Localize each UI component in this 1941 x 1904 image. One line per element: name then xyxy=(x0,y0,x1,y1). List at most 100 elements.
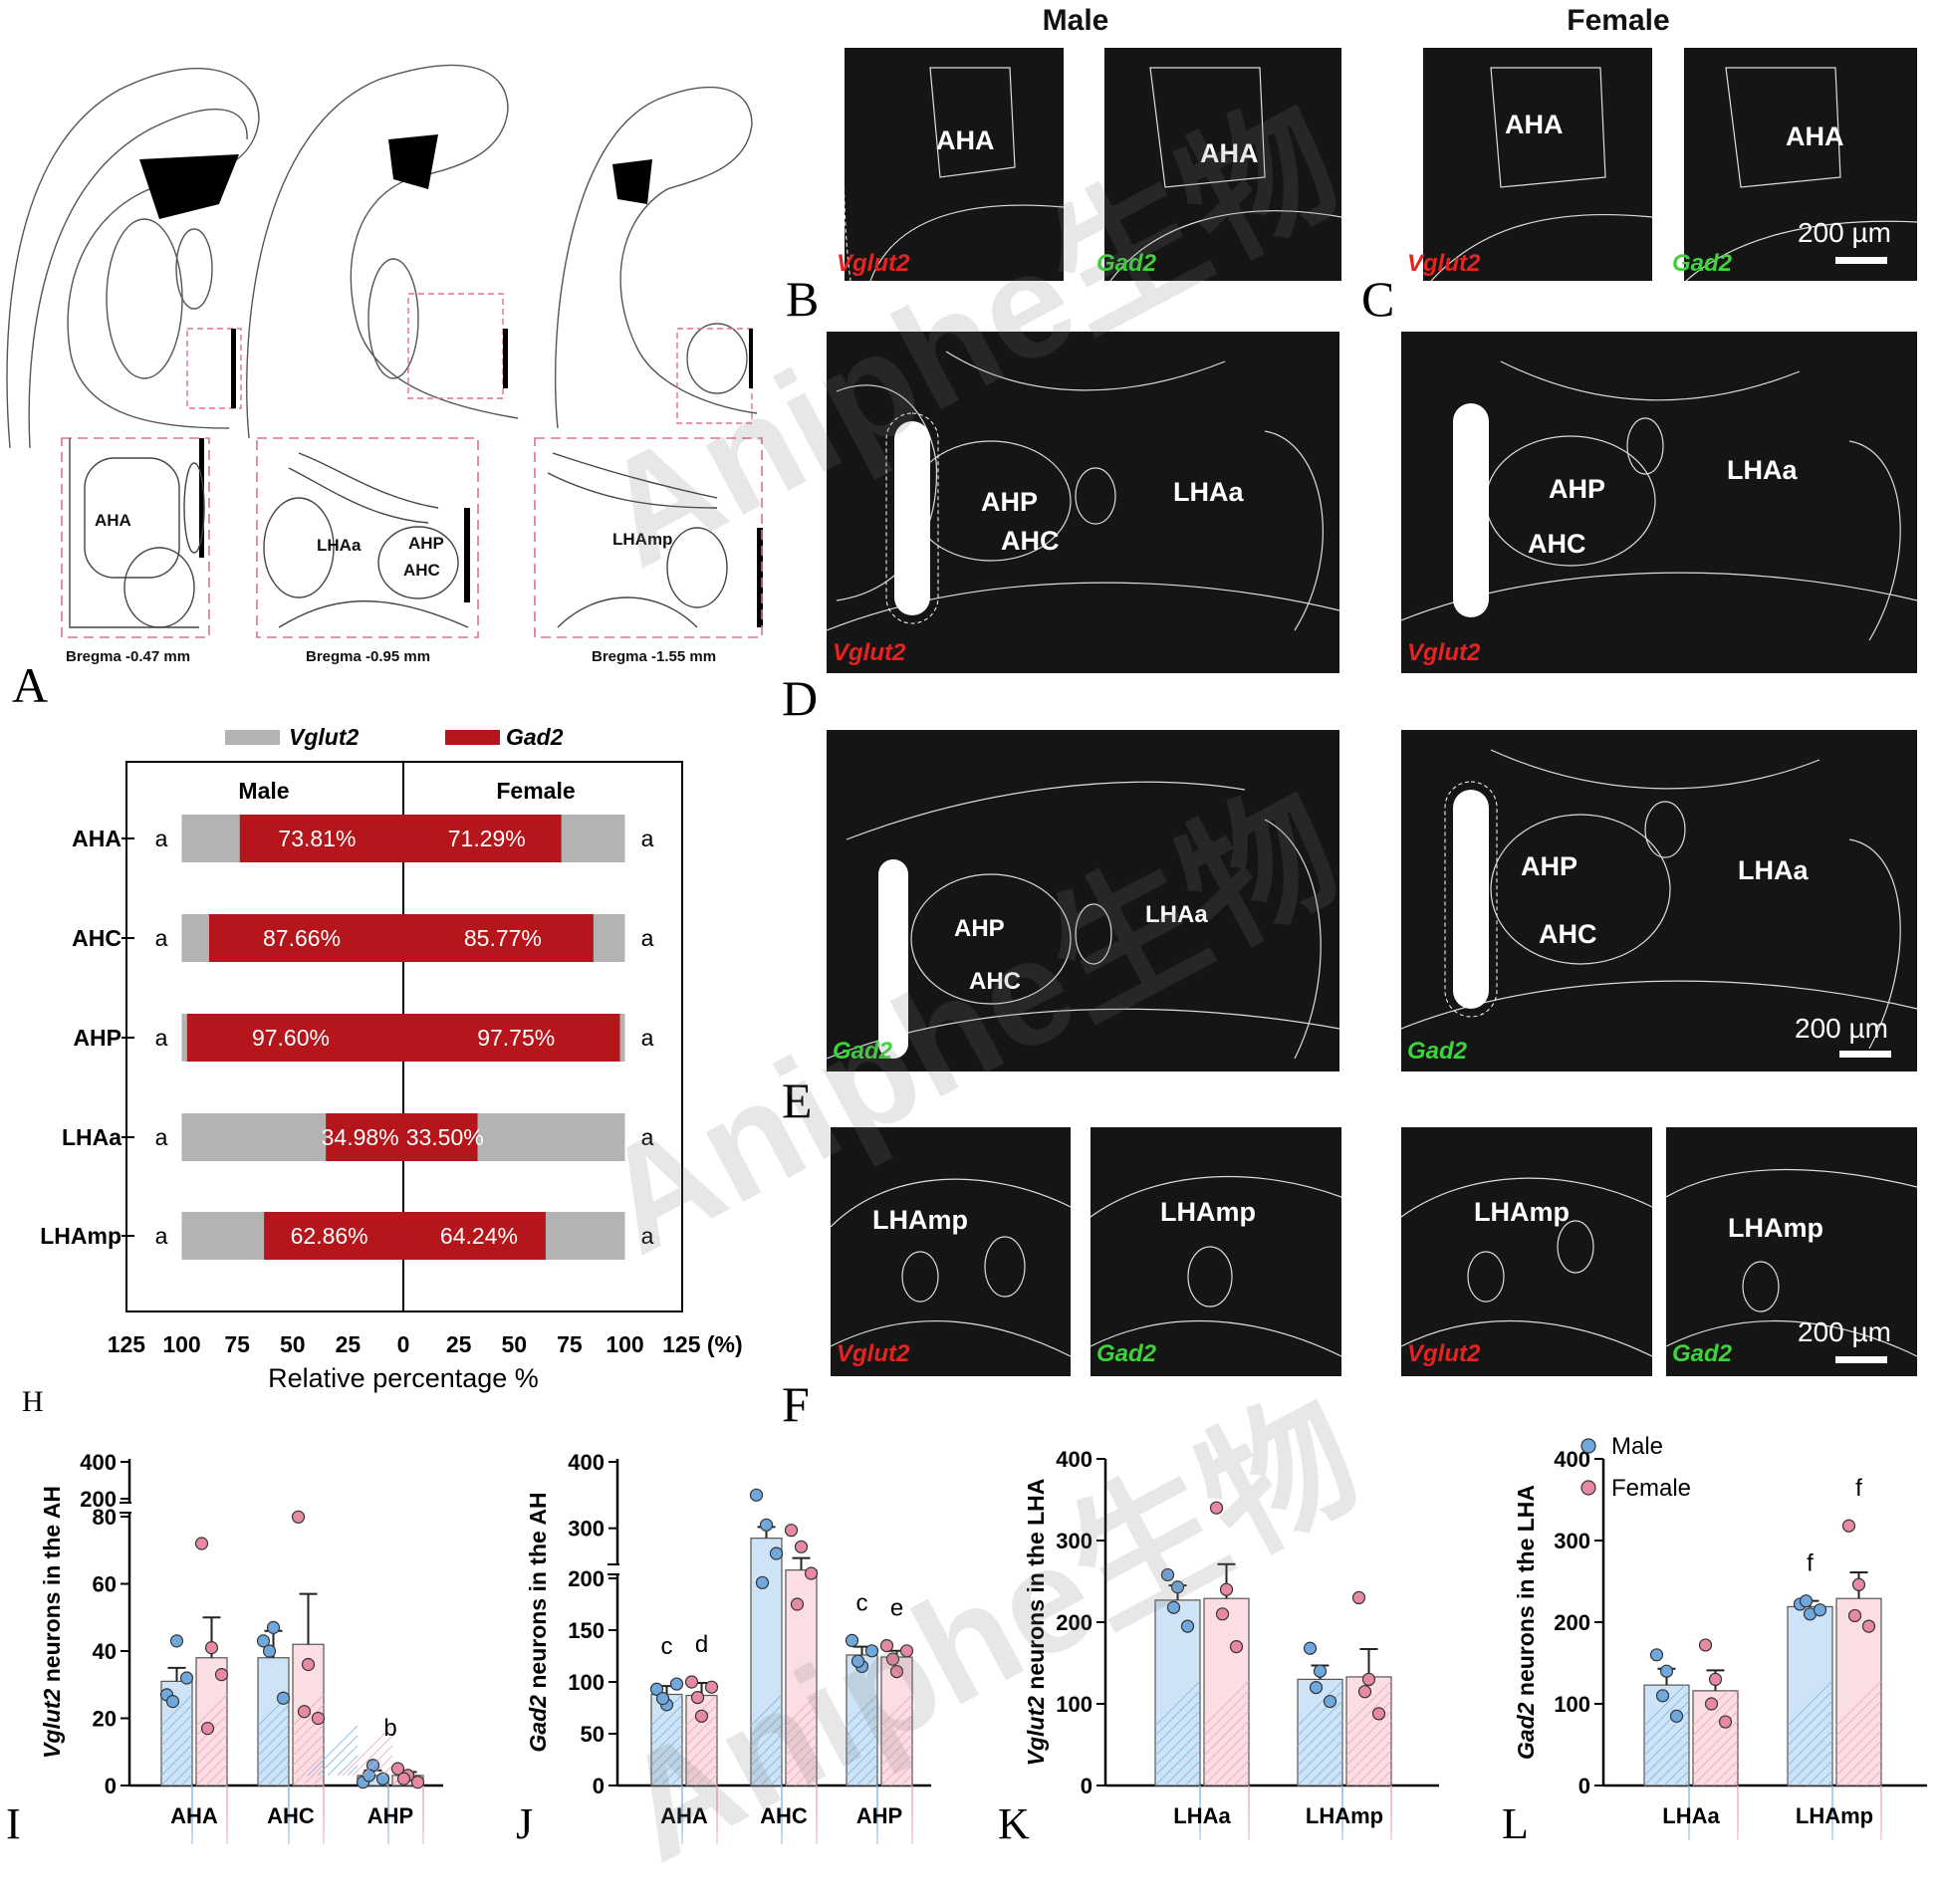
data-point-male xyxy=(1315,1665,1327,1677)
atlas-label-lhaa: LHAa xyxy=(317,536,361,556)
data-point-female xyxy=(786,1525,798,1537)
y-tick-label: 0 xyxy=(105,1774,117,1798)
data-label-male: 34.98% xyxy=(322,1124,399,1150)
y-tick-label: 0 xyxy=(1081,1774,1092,1798)
significance-letter: e xyxy=(890,1595,903,1622)
data-point-female xyxy=(796,1541,808,1552)
gene-vglut2-label: Vglut2 xyxy=(833,641,905,665)
significance-letter: c xyxy=(661,1633,673,1660)
region-aha: AHA xyxy=(1505,112,1564,138)
data-point-female xyxy=(806,1567,818,1579)
data-point-male xyxy=(1651,1649,1663,1661)
data-point-male xyxy=(181,1672,193,1684)
gene-vglut2-label: Vglut2 xyxy=(1407,252,1480,276)
y-tick-label: 200 xyxy=(1554,1610,1590,1635)
gene-vglut2-label: Vglut2 xyxy=(1407,641,1480,665)
data-point-female xyxy=(706,1681,718,1693)
data-point-male xyxy=(657,1693,669,1705)
data-point-female xyxy=(1853,1578,1865,1590)
y-tick-label: 400 xyxy=(568,1450,605,1475)
significance-letter-right: a xyxy=(641,826,654,851)
data-point-female xyxy=(692,1692,704,1704)
data-label-female: 97.75% xyxy=(477,1025,555,1051)
category-label: AHC xyxy=(72,925,121,951)
y-tick-label: 40 xyxy=(93,1639,117,1664)
data-label-female: 64.24% xyxy=(440,1223,518,1249)
x-tick-label: 125 (%) xyxy=(662,1331,743,1357)
data-point-male xyxy=(1162,1568,1174,1580)
gene-gad2-label: Gad2 xyxy=(1096,1342,1156,1366)
significance-letter-left: a xyxy=(155,925,168,951)
y-tick-label: 150 xyxy=(568,1618,605,1643)
x-tick-label: AHP xyxy=(367,1803,413,1828)
legend-swatch-vglut2 xyxy=(225,730,280,745)
x-tick-label: 75 xyxy=(224,1331,250,1357)
region-ahp: AHP xyxy=(981,489,1038,516)
region-ahc: AHC xyxy=(1539,921,1597,948)
data-point-male xyxy=(757,1576,769,1588)
data-label-male: 87.66% xyxy=(263,925,341,951)
header-female: Female xyxy=(1519,4,1718,38)
x-tick-label: AHA xyxy=(660,1803,708,1828)
region-lhamp: LHAmp xyxy=(1474,1199,1570,1226)
panel-letter-k: K xyxy=(998,1802,1030,1846)
y-axis-title: Vglut2 neurons in the LHA xyxy=(1023,1479,1049,1767)
data-point-female xyxy=(313,1713,325,1725)
data-point-female xyxy=(216,1669,228,1681)
data-point-male xyxy=(171,1635,183,1647)
atlas-label-ahc: AHC xyxy=(403,561,440,581)
data-point-female xyxy=(887,1653,899,1665)
data-point-male xyxy=(1661,1665,1673,1677)
x-tick-label: 50 xyxy=(501,1331,527,1357)
data-label-female: 85.77% xyxy=(464,925,542,951)
data-point-male xyxy=(751,1489,763,1501)
data-label-male: 73.81% xyxy=(278,826,356,851)
x-tick-label: 0 xyxy=(397,1331,410,1357)
gene-vglut2-label: Vglut2 xyxy=(837,1342,909,1366)
data-point-male xyxy=(852,1655,864,1667)
data-label-female: 33.50% xyxy=(406,1124,484,1150)
x-tick-label: 100 xyxy=(162,1331,200,1357)
x-tick-label: 50 xyxy=(280,1331,306,1357)
y-tick-label: 300 xyxy=(1056,1529,1092,1553)
gene-gad2-label: Gad2 xyxy=(1407,1040,1467,1064)
data-point-female xyxy=(1710,1673,1722,1685)
y-axis-title: Gad2 neurons in the LHA xyxy=(1513,1485,1539,1760)
significance-letter-right: a xyxy=(641,1223,654,1249)
significance-letter: b xyxy=(383,1715,396,1742)
bar-hatch-line xyxy=(348,1766,358,1776)
y-axis-title-gene: Vglut2 xyxy=(39,1688,65,1758)
region-lhamp: LHAmp xyxy=(1160,1199,1256,1226)
region-ahc: AHC xyxy=(1528,531,1586,558)
data-point-female xyxy=(1363,1673,1375,1685)
gene-gad2-label: Gad2 xyxy=(1672,252,1732,276)
bar-hatch-line xyxy=(338,1756,358,1776)
y-tick-label: 200 xyxy=(568,1566,605,1591)
micrograph-d-male: AHP AHC LHAa Vglut2 xyxy=(827,332,1339,673)
y-tick-label: 50 xyxy=(581,1722,605,1747)
data-point-female xyxy=(1373,1708,1385,1720)
scale-bar xyxy=(1839,1051,1891,1058)
y-tick-label: 400 xyxy=(80,1450,117,1475)
region-lhaa: LHAa xyxy=(1738,857,1809,884)
data-point-female xyxy=(901,1645,913,1657)
category-label: AHA xyxy=(72,826,121,851)
panel-letter-d: D xyxy=(782,673,818,723)
column-title-male: Male xyxy=(238,778,289,804)
data-point-male xyxy=(866,1645,878,1657)
y-tick-label: 100 xyxy=(568,1670,605,1695)
x-axis-title: Relative percentage % xyxy=(268,1363,539,1393)
region-lhamp: LHAmp xyxy=(1728,1215,1823,1242)
data-point-female xyxy=(196,1538,208,1549)
data-point-male xyxy=(278,1692,290,1704)
data-point-male xyxy=(1311,1682,1323,1694)
legend-label-gad2: Gad2 xyxy=(506,724,564,750)
data-point-female xyxy=(686,1676,698,1688)
gene-gad2-label: Gad2 xyxy=(833,1040,892,1064)
region-aha: AHA xyxy=(1786,123,1844,150)
data-point-male xyxy=(167,1696,179,1708)
data-point-female xyxy=(1720,1716,1732,1728)
data-point-male xyxy=(847,1634,858,1646)
